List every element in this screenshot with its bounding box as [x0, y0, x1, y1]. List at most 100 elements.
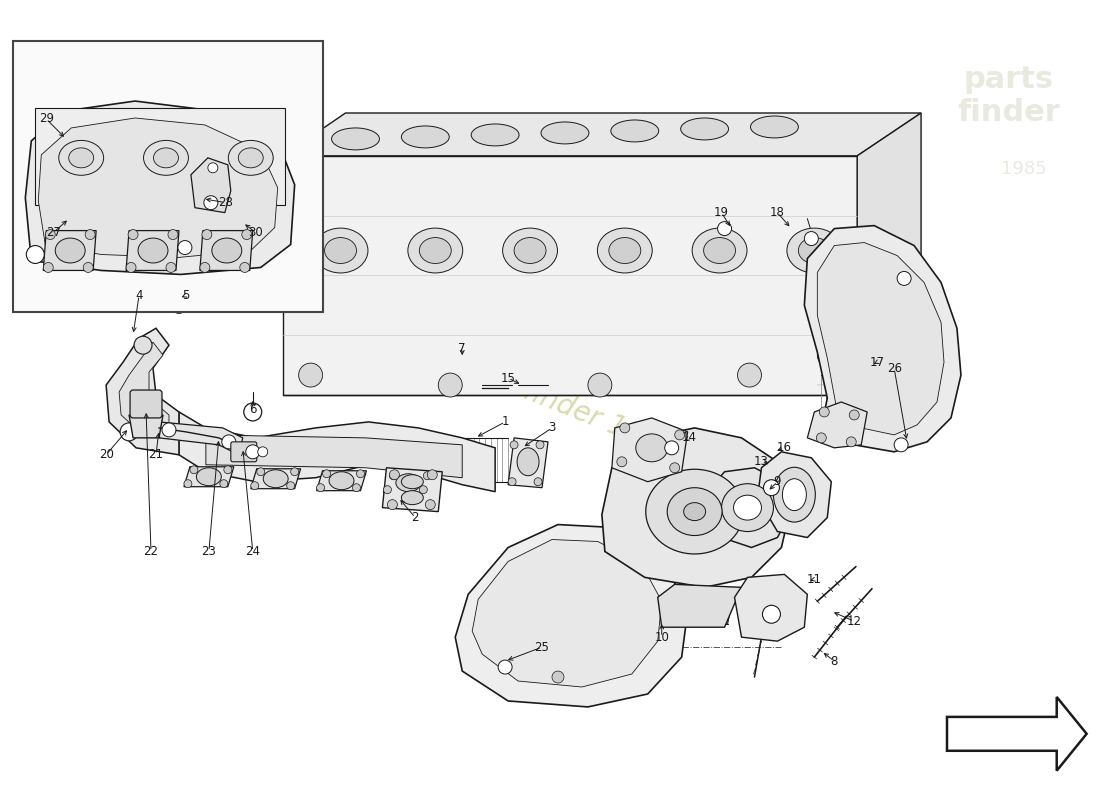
Circle shape: [894, 438, 909, 452]
Polygon shape: [35, 108, 285, 205]
Circle shape: [820, 407, 829, 417]
Text: 30: 30: [249, 226, 263, 239]
Circle shape: [204, 196, 218, 210]
Circle shape: [184, 480, 191, 488]
Circle shape: [536, 441, 544, 449]
Text: 12: 12: [847, 614, 861, 628]
Ellipse shape: [722, 484, 773, 531]
Polygon shape: [735, 574, 807, 641]
Ellipse shape: [329, 472, 354, 490]
Circle shape: [120, 423, 138, 441]
Circle shape: [322, 470, 331, 478]
Circle shape: [427, 470, 438, 480]
Circle shape: [190, 466, 198, 474]
Text: 2: 2: [411, 511, 419, 524]
Circle shape: [223, 466, 232, 474]
Ellipse shape: [197, 468, 221, 486]
Polygon shape: [707, 468, 791, 547]
Text: 27: 27: [46, 226, 60, 239]
Text: parts
finder: parts finder: [957, 65, 1060, 127]
Circle shape: [244, 403, 262, 421]
Ellipse shape: [55, 238, 85, 263]
Ellipse shape: [503, 228, 558, 273]
Text: 3: 3: [548, 422, 556, 434]
Circle shape: [619, 423, 630, 433]
Circle shape: [126, 262, 136, 273]
Circle shape: [298, 363, 322, 387]
Circle shape: [534, 478, 542, 486]
Circle shape: [763, 480, 780, 496]
Circle shape: [84, 262, 94, 273]
Text: 25: 25: [535, 641, 550, 654]
Ellipse shape: [681, 118, 728, 140]
Ellipse shape: [402, 490, 424, 505]
Ellipse shape: [646, 470, 744, 554]
Circle shape: [389, 470, 399, 480]
Ellipse shape: [541, 122, 589, 144]
Ellipse shape: [419, 238, 451, 263]
Text: 11: 11: [806, 573, 822, 586]
Circle shape: [356, 470, 364, 478]
Ellipse shape: [212, 238, 242, 263]
FancyBboxPatch shape: [231, 442, 256, 462]
Polygon shape: [384, 473, 433, 493]
Circle shape: [45, 230, 55, 239]
Text: 9: 9: [773, 475, 781, 488]
Circle shape: [426, 500, 436, 510]
Circle shape: [664, 441, 679, 455]
Circle shape: [317, 484, 324, 492]
Circle shape: [168, 230, 178, 239]
Circle shape: [587, 373, 612, 397]
Ellipse shape: [734, 495, 761, 520]
Polygon shape: [39, 118, 277, 258]
Text: 4: 4: [135, 289, 143, 302]
Ellipse shape: [229, 141, 273, 175]
Text: 6: 6: [249, 403, 256, 417]
Circle shape: [816, 433, 826, 443]
Ellipse shape: [684, 502, 705, 521]
Ellipse shape: [471, 124, 519, 146]
Ellipse shape: [514, 238, 546, 263]
Polygon shape: [160, 422, 243, 455]
Text: 1: 1: [502, 415, 509, 429]
Circle shape: [128, 230, 138, 239]
Circle shape: [737, 363, 761, 387]
Text: 19: 19: [714, 206, 729, 219]
Circle shape: [290, 468, 298, 476]
Polygon shape: [126, 230, 179, 270]
Ellipse shape: [143, 141, 188, 175]
Ellipse shape: [799, 238, 830, 263]
Polygon shape: [807, 402, 867, 448]
Polygon shape: [602, 428, 791, 587]
Circle shape: [419, 486, 427, 494]
Circle shape: [384, 486, 392, 494]
Ellipse shape: [402, 126, 449, 148]
Ellipse shape: [704, 238, 736, 263]
Polygon shape: [200, 230, 253, 270]
Polygon shape: [179, 412, 495, 492]
Ellipse shape: [408, 228, 463, 273]
Ellipse shape: [610, 120, 659, 142]
Circle shape: [552, 671, 564, 683]
Text: 26: 26: [887, 362, 902, 374]
Circle shape: [898, 271, 911, 286]
Text: 28: 28: [219, 196, 233, 209]
Polygon shape: [25, 101, 295, 274]
Circle shape: [804, 231, 818, 246]
Polygon shape: [804, 226, 961, 452]
Polygon shape: [947, 697, 1087, 770]
Polygon shape: [106, 328, 179, 455]
Circle shape: [424, 472, 431, 480]
Circle shape: [670, 462, 680, 473]
Circle shape: [352, 484, 361, 492]
Circle shape: [846, 437, 856, 447]
Ellipse shape: [750, 116, 799, 138]
Circle shape: [200, 262, 210, 273]
Circle shape: [242, 230, 252, 239]
Text: 22: 22: [143, 545, 158, 558]
Text: 10: 10: [654, 630, 669, 644]
Circle shape: [387, 500, 397, 510]
Polygon shape: [472, 539, 662, 687]
Polygon shape: [758, 452, 832, 538]
Polygon shape: [43, 230, 96, 270]
